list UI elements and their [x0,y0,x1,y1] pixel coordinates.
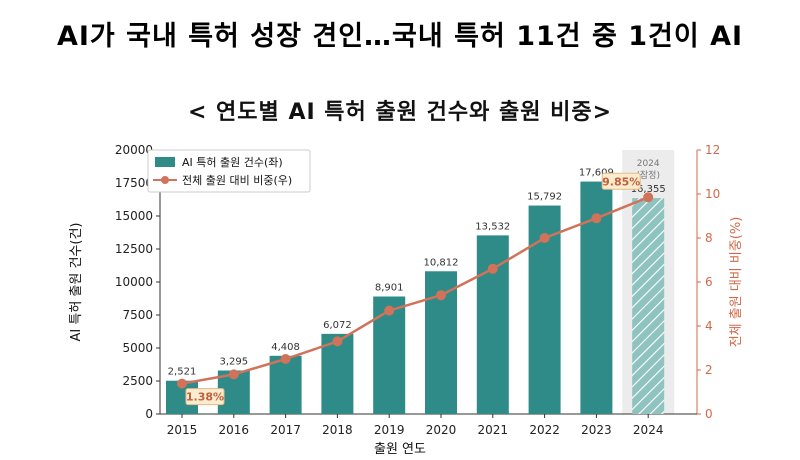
chart-subtitle: < 연도별 AI 특허 출원 건수와 출원 비중> [187,100,613,125]
callout-label: 9.85% [602,175,640,188]
legend-box [147,149,311,193]
share-point-2021 [487,263,498,274]
x-tick-label: 2018 [322,423,353,437]
right-tick-label: 2 [705,363,713,377]
share-point-2017 [280,354,291,364]
headline: AI가 국내 특허 성장 견인…국내 특허 11건 중 1건이 AI [56,21,744,52]
legend-swatch-bar [155,157,175,167]
share-point-2020 [436,290,446,301]
left-tick-label: 10000 [115,275,153,289]
share-point-2024 [643,192,654,203]
share-point-2015 [177,378,187,389]
bar-value-label: 8,901 [375,283,404,294]
right-tick-label: 10 [705,187,720,201]
bar-value-label: 10,812 [424,257,459,268]
estimated-note: (잠정) [636,170,660,181]
left-tick-label: 17500 [115,176,153,190]
bar-value-label: 4,408 [271,342,300,353]
bar-value-label: 16,355 [631,184,666,195]
bar-value-label: 6,072 [323,320,352,331]
bar-value-label: 2,521 [168,367,197,378]
right-tick-label: 0 [705,407,713,421]
x-tick-label: 2016 [219,423,250,437]
share-point-2016 [228,369,239,380]
share-point-2023 [591,213,602,224]
x-tick-label: 2020 [426,423,457,437]
left-tick-label: 7500 [122,308,153,322]
left-tick-label: 5000 [122,341,153,355]
bar-2024 [632,198,665,414]
bar-value-label: 3,295 [219,357,248,368]
legend-label-bar: AI 특허 출원 건수(좌) [182,156,283,169]
legend-label-line: 전체 출원 대비 비중(우) [182,174,292,187]
left-tick-label: 20000 [115,143,153,157]
callout-box [185,388,225,406]
right-tick-label: 12 [705,143,720,157]
y-axis-title: AI 특허 출원 건수(건) [69,223,84,342]
bar-2018 [321,333,354,414]
left-tick-label: 2500 [122,374,153,388]
x-tick-label: 2024 [633,423,664,437]
right-tick-label: 8 [705,231,713,245]
x-tick-label: 2019 [374,423,405,437]
bar-2017 [269,355,302,414]
right-tick-label: 4 [705,319,713,333]
right-tick-label: 6 [705,275,713,289]
callout-box [601,172,641,190]
left-tick-label: 15000 [115,209,153,223]
bar-value-label: 15,792 [527,192,562,203]
left-tick-label: 12500 [115,242,153,256]
share-line [181,196,649,385]
share-point-2019 [384,305,395,316]
x-tick-label: 2021 [478,423,509,437]
x-tick-label: 2022 [529,423,560,437]
x-tick-label: 2023 [581,423,612,437]
bar-value-label: 17,609 [579,168,614,179]
x-tick-label: 2017 [270,423,301,437]
estimated-note: 2024 [637,159,660,169]
x-axis-title: 출원 연도 [374,442,426,457]
share-point-2022 [539,233,550,243]
bar-value-label: 13,532 [475,221,510,232]
x-tick-label: 2015 [167,423,198,437]
y2-axis-title: 전체 출원 대비 비중(%) [729,217,744,348]
callout-label: 1.38% [186,391,224,404]
share-point-2018 [332,336,343,347]
left-tick-label: 0 [145,407,153,421]
legend-swatch-marker [161,176,169,184]
